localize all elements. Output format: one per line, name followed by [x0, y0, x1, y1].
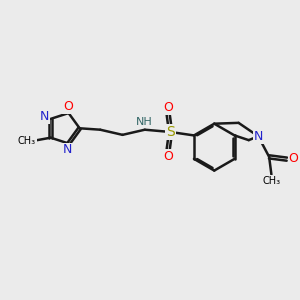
Text: O: O: [164, 101, 173, 115]
Text: O: O: [164, 149, 173, 163]
Text: NH: NH: [136, 117, 153, 127]
Text: N: N: [254, 130, 263, 143]
Text: CH₃: CH₃: [263, 176, 281, 186]
Text: CH₃: CH₃: [18, 136, 36, 146]
Text: S: S: [166, 125, 175, 139]
Text: N: N: [63, 143, 72, 156]
Text: O: O: [63, 100, 73, 113]
Text: O: O: [288, 152, 298, 165]
Text: N: N: [40, 110, 49, 123]
